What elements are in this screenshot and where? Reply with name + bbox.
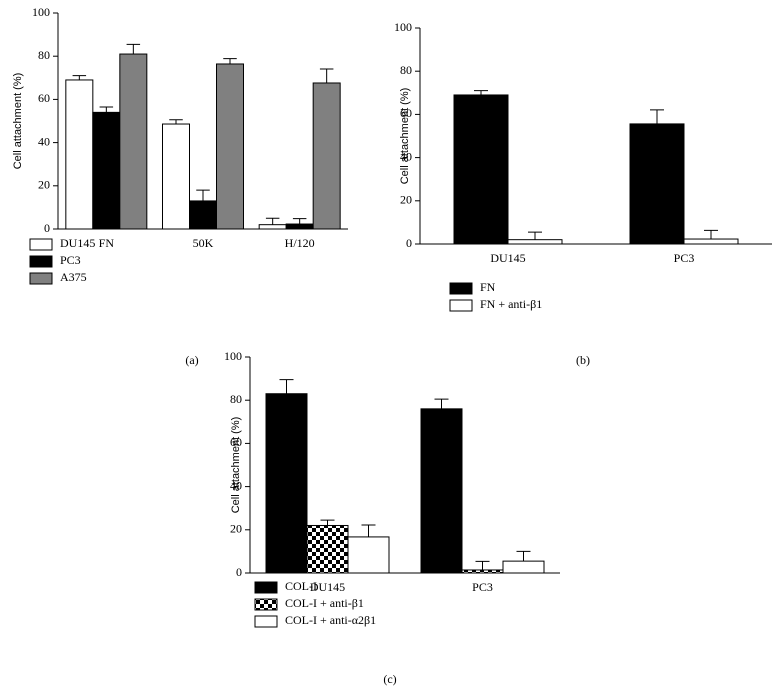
panel-label: (c) xyxy=(383,672,396,686)
legend-swatch xyxy=(29,255,53,268)
legend-label: PC3 xyxy=(60,253,81,267)
legend-swatch xyxy=(449,299,473,312)
y-tick-label: 80 xyxy=(38,48,50,62)
x-tick-label: 50K xyxy=(193,236,214,250)
error-bar xyxy=(528,231,542,240)
y-tick-label: 20 xyxy=(230,522,242,536)
bar xyxy=(285,223,314,230)
legend-label: DU145 xyxy=(60,236,95,250)
bar xyxy=(189,200,217,230)
legend-label: FN + anti-β1 xyxy=(480,297,542,311)
bar xyxy=(92,111,121,230)
bar xyxy=(65,79,94,230)
error-bar xyxy=(223,58,237,64)
bar xyxy=(162,123,190,230)
error-bar xyxy=(704,229,718,240)
legend-swatch xyxy=(254,615,278,628)
y-tick-label: 0 xyxy=(406,236,412,250)
error-bar xyxy=(475,560,490,570)
bar xyxy=(265,393,308,574)
y-tick-label: 80 xyxy=(400,63,412,77)
bar xyxy=(119,53,148,230)
bar xyxy=(502,560,545,574)
legend-swatch xyxy=(29,238,53,251)
bar xyxy=(453,94,509,245)
panel-label: (b) xyxy=(576,353,590,367)
legend-swatch xyxy=(29,272,53,285)
bar xyxy=(507,239,563,245)
bar xyxy=(312,82,341,230)
y-tick-label: 60 xyxy=(400,106,412,120)
x-tick-label: DU145 xyxy=(490,251,525,265)
error-bar xyxy=(169,119,183,125)
y-tick-label: 40 xyxy=(38,134,50,148)
error-bar xyxy=(319,68,334,83)
bar xyxy=(420,408,463,574)
y-axis-title: Cell attachment (%) xyxy=(230,417,242,514)
error-bar xyxy=(434,398,449,409)
error-bar xyxy=(99,106,114,113)
legend-swatch xyxy=(449,282,473,295)
error-bar xyxy=(650,109,664,124)
error-bar xyxy=(72,75,87,80)
x-tick-label: FN xyxy=(99,236,115,250)
y-axis-title: Cell attachment (%) xyxy=(399,88,411,185)
bar xyxy=(683,238,739,245)
x-tick-label: PC3 xyxy=(472,580,493,594)
y-tick-label: 0 xyxy=(236,565,242,579)
y-tick-label: 100 xyxy=(224,349,242,363)
y-tick-label: 40 xyxy=(230,478,242,492)
error-bar xyxy=(516,550,531,562)
error-bar xyxy=(126,43,141,55)
legend-label: COL-I + anti-β1 xyxy=(285,596,364,610)
y-tick-label: 100 xyxy=(394,20,412,34)
legend-label: COL-I xyxy=(285,579,317,593)
y-tick-label: 40 xyxy=(400,149,412,163)
bar xyxy=(258,224,287,230)
error-bar xyxy=(474,90,488,95)
y-axis-title: Cell attachment (%) xyxy=(12,73,24,170)
y-tick-label: 60 xyxy=(38,91,50,105)
y-tick-label: 100 xyxy=(32,5,50,19)
x-tick-label: DU145 xyxy=(310,580,345,594)
x-tick-label: H/120 xyxy=(285,236,315,250)
y-tick-label: 0 xyxy=(44,221,50,235)
y-tick-label: 60 xyxy=(230,435,242,449)
error-bar xyxy=(196,189,210,201)
bar xyxy=(629,123,685,245)
error-bar xyxy=(265,217,280,225)
bar xyxy=(306,524,349,574)
bar xyxy=(347,536,390,574)
bar xyxy=(216,63,244,230)
error-bar xyxy=(292,218,307,225)
error-bar xyxy=(279,379,294,394)
legend-label: COL-I + anti-α2β1 xyxy=(285,613,376,627)
x-tick-label: PC3 xyxy=(674,251,695,265)
panel-label: (a) xyxy=(185,353,198,367)
y-tick-label: 20 xyxy=(400,193,412,207)
y-tick-label: 80 xyxy=(230,392,242,406)
y-tick-label: 20 xyxy=(38,178,50,192)
error-bar xyxy=(361,524,376,537)
legend-swatch xyxy=(254,581,278,594)
legend-label: FN xyxy=(480,280,496,294)
legend-swatch xyxy=(254,598,278,611)
legend-label: A375 xyxy=(60,270,87,284)
error-bar xyxy=(320,519,335,526)
